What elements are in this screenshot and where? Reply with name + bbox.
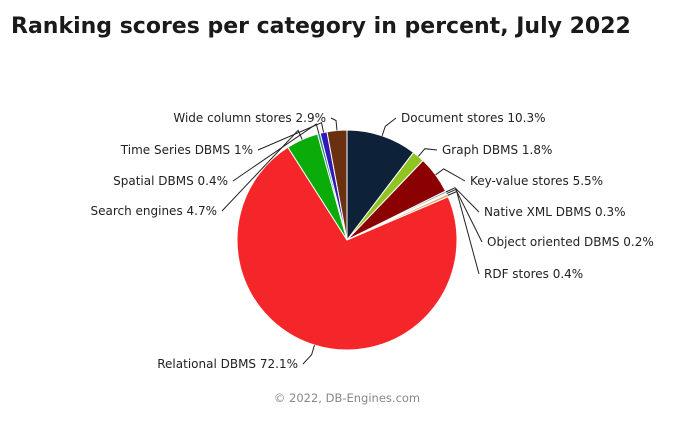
connector-search-engines (221, 129, 303, 212)
pie-slice-document-stores (346, 129, 415, 241)
slice-label-key-value-stores: Key-value stores 5.5% (470, 174, 603, 188)
slice-labels: Document stores 10.3% Graph DBMS 1.8% Key-… (90, 111, 653, 371)
connector-object-oriented-dbms (446, 188, 483, 243)
slice-label-native-xml-dbms: Native XML DBMS 0.3% (484, 205, 626, 219)
connector-relational-dbms (302, 344, 315, 365)
connector-wide-column-stores (330, 117, 338, 131)
slice-label-object-oriented-dbms: Object oriented DBMS 0.2% (487, 235, 654, 249)
connector-rdf-stores (447, 190, 480, 275)
pie-slice-relational-dbms (236, 146, 458, 351)
slice-label-search-engines: Search engines 4.7% (90, 204, 217, 218)
chart-title: Ranking scores per category in percent, … (11, 14, 631, 39)
slice-label-wide-column-stores: Wide column stores 2.9% (173, 111, 326, 125)
chart-credit: © 2022, DB-Engines.com (274, 391, 420, 405)
pie-slices (236, 129, 458, 351)
label-connectors (221, 117, 483, 365)
slice-label-relational-dbms: Relational DBMS 72.1% (157, 357, 298, 371)
connector-spatial-dbms (232, 123, 320, 182)
connector-key-value-stores (435, 168, 466, 182)
connector-document-stores (381, 117, 397, 136)
slice-label-graph-dbms: Graph DBMS 1.8% (442, 143, 552, 157)
slice-label-document-stores: Document stores 10.3% (401, 111, 546, 125)
slice-label-spatial-dbms: Spatial DBMS 0.4% (113, 174, 228, 188)
slice-label-time-series-dbms: Time Series DBMS 1% (120, 143, 253, 157)
slice-label-rdf-stores: RDF stores 0.4% (484, 267, 583, 281)
connector-native-xml-dbms (445, 187, 480, 213)
connector-graph-dbms (418, 148, 438, 157)
connector-time-series-dbms (257, 122, 325, 151)
